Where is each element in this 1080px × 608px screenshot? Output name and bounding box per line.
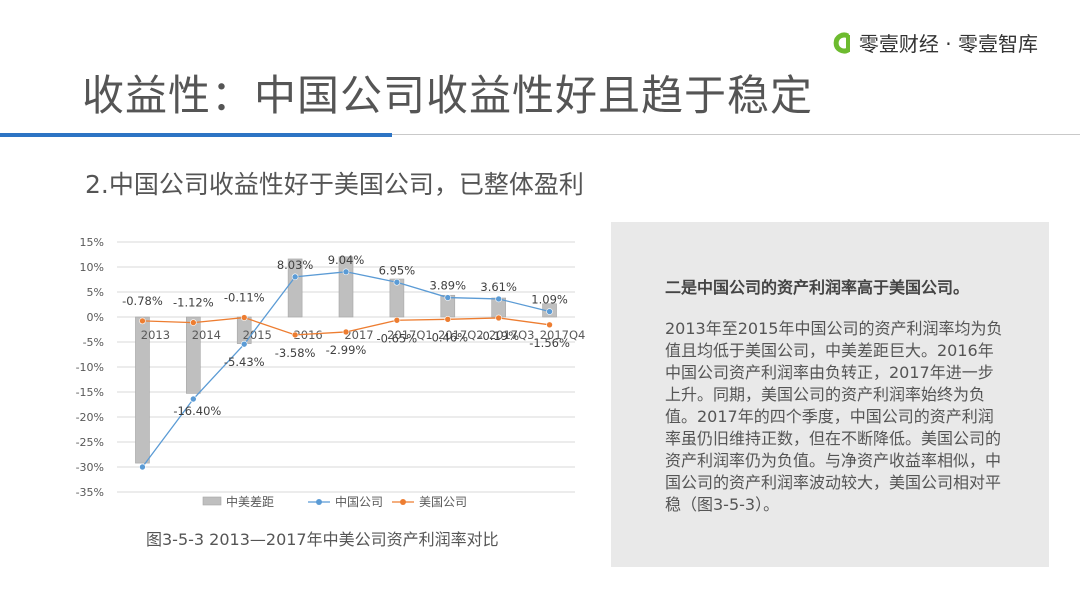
logo-mark-icon — [833, 32, 850, 53]
y-tick-label: 5% — [87, 286, 104, 299]
title-underline — [392, 134, 1080, 135]
us-data-label: -1.12% — [173, 296, 214, 310]
china-data-label: 1.09% — [531, 293, 568, 307]
y-tick-label: 10% — [80, 261, 104, 274]
title-underline-accent — [0, 133, 392, 137]
china-data-label: -5.43% — [224, 355, 265, 369]
x-tick-label: 2014 — [192, 328, 221, 342]
x-tick-label: 2017Q3 — [489, 328, 535, 342]
legend-label-china: 中国公司 — [335, 494, 383, 509]
legend-label-gap: 中美差距 — [226, 494, 274, 509]
bar-gap-2013 — [135, 316, 150, 464]
us-data-label: -3.58% — [275, 346, 316, 360]
china-point — [393, 278, 401, 286]
bar-gap-2016 — [287, 258, 303, 318]
asset-profit-chart: 15% 10% 5% 0% -5% -10% -15% -20% -25% -30% -35% 201… — [76, 236, 586, 509]
china-point — [291, 273, 299, 281]
page-title: 收益性：中国公司收益性好且趋于稳定 — [82, 71, 814, 120]
bar-gap-2014 — [186, 316, 201, 394]
us-point — [546, 321, 553, 329]
us-data-label: -0.78% — [122, 294, 163, 308]
side-note-heading: 二是中国公司的资产利润率高于美国公司。 — [665, 278, 970, 297]
x-tick-label: 2015 — [243, 328, 272, 342]
china-point — [240, 340, 248, 348]
us-data-label: -2.99% — [326, 343, 367, 357]
us-point — [495, 314, 502, 322]
us-data-label: -1.56% — [529, 336, 570, 350]
legend-label-us: 美国公司 — [419, 495, 467, 509]
side-note-box — [611, 222, 1049, 567]
china-point — [342, 268, 350, 276]
side-note-body: 2013年至2015年中国公司的资产利润率均为负值且均低于美国公司，中美差距巨大… — [665, 319, 1003, 514]
china-data-label: 9.04% — [328, 253, 365, 267]
y-tick-label: -10% — [76, 361, 104, 374]
y-tick-label: 0% — [87, 311, 104, 324]
us-point — [139, 317, 146, 325]
china-point — [444, 294, 452, 301]
us-point — [291, 331, 299, 339]
china-data-label: 3.61% — [480, 280, 517, 294]
us-point — [342, 328, 350, 336]
brand-logo: 零壹财经 · 零壹智库 — [831, 28, 1038, 57]
china-data-label: -16.40% — [173, 404, 221, 418]
us-data-label: -0.19% — [478, 329, 519, 343]
us-point — [240, 314, 248, 321]
china-point — [190, 395, 197, 403]
us-point — [444, 316, 452, 323]
us-point — [190, 319, 197, 326]
brand-name: 零壹财经 · 零壹智库 — [858, 32, 1038, 56]
chart-caption: 图3-5-3 2013—2017年中美公司资产利润率对比 — [146, 530, 499, 549]
legend-marker-china — [316, 499, 322, 505]
us-data-label: -0.46% — [427, 330, 468, 344]
y-tick-label: -35% — [76, 486, 104, 499]
china-data-label: 8.03% — [277, 258, 314, 272]
china-point — [495, 295, 502, 303]
x-tick-label: 2017Q2 — [438, 328, 484, 342]
us-point — [393, 316, 401, 324]
x-tick-label: 2017 — [344, 328, 373, 342]
china-point — [546, 308, 553, 315]
y-tick-label: -30% — [76, 461, 104, 474]
china-point — [139, 463, 146, 471]
y-tick-label: 15% — [80, 236, 104, 249]
page-subtitle: 2.中国公司收益性好于美国公司，已整体盈利 — [85, 170, 584, 199]
china-data-label: 3.89% — [430, 279, 467, 293]
legend-marker-us — [400, 499, 406, 505]
y-tick-label: -15% — [76, 386, 104, 399]
y-tick-label: -25% — [76, 436, 104, 449]
china-data-label: 6.95% — [379, 263, 416, 277]
x-tick-label: 2016 — [293, 328, 322, 342]
x-tick-label: 2017Q4 — [540, 328, 586, 342]
x-tick-label: 2013 — [141, 328, 170, 342]
y-tick-label: -5% — [83, 336, 104, 349]
us-data-label: -0.65% — [377, 331, 418, 345]
legend-swatch-gap — [202, 496, 222, 506]
x-tick-label: 2017Q1 — [387, 328, 433, 342]
us-data-label: -0.11% — [224, 291, 265, 305]
y-tick-label: -20% — [76, 411, 104, 424]
